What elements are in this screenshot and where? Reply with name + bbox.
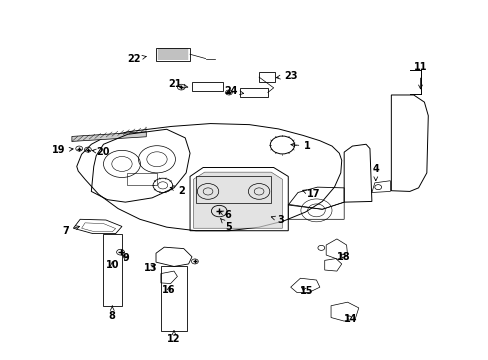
Text: 11: 11 <box>413 63 427 89</box>
Text: 20: 20 <box>92 147 110 157</box>
Text: 9: 9 <box>122 252 128 262</box>
Text: 5: 5 <box>220 219 232 232</box>
Text: 22: 22 <box>126 54 146 64</box>
Text: 18: 18 <box>337 252 350 262</box>
Text: 12: 12 <box>167 331 181 344</box>
Polygon shape <box>72 132 146 141</box>
Text: 15: 15 <box>299 287 313 296</box>
Text: 6: 6 <box>218 210 230 220</box>
Text: 13: 13 <box>144 263 158 273</box>
Text: 14: 14 <box>343 314 357 324</box>
Text: 19: 19 <box>52 145 73 156</box>
Text: 10: 10 <box>105 260 119 270</box>
Text: 2: 2 <box>170 186 184 196</box>
Text: 7: 7 <box>62 226 80 236</box>
Text: 3: 3 <box>271 215 284 225</box>
Polygon shape <box>193 172 282 228</box>
Text: 4: 4 <box>372 164 378 181</box>
Text: 24: 24 <box>224 86 243 96</box>
Text: 8: 8 <box>109 306 116 321</box>
Text: 17: 17 <box>302 189 320 199</box>
Text: 16: 16 <box>162 285 176 295</box>
Text: 21: 21 <box>168 79 187 89</box>
Text: 23: 23 <box>276 71 297 81</box>
Text: 1: 1 <box>290 141 310 151</box>
